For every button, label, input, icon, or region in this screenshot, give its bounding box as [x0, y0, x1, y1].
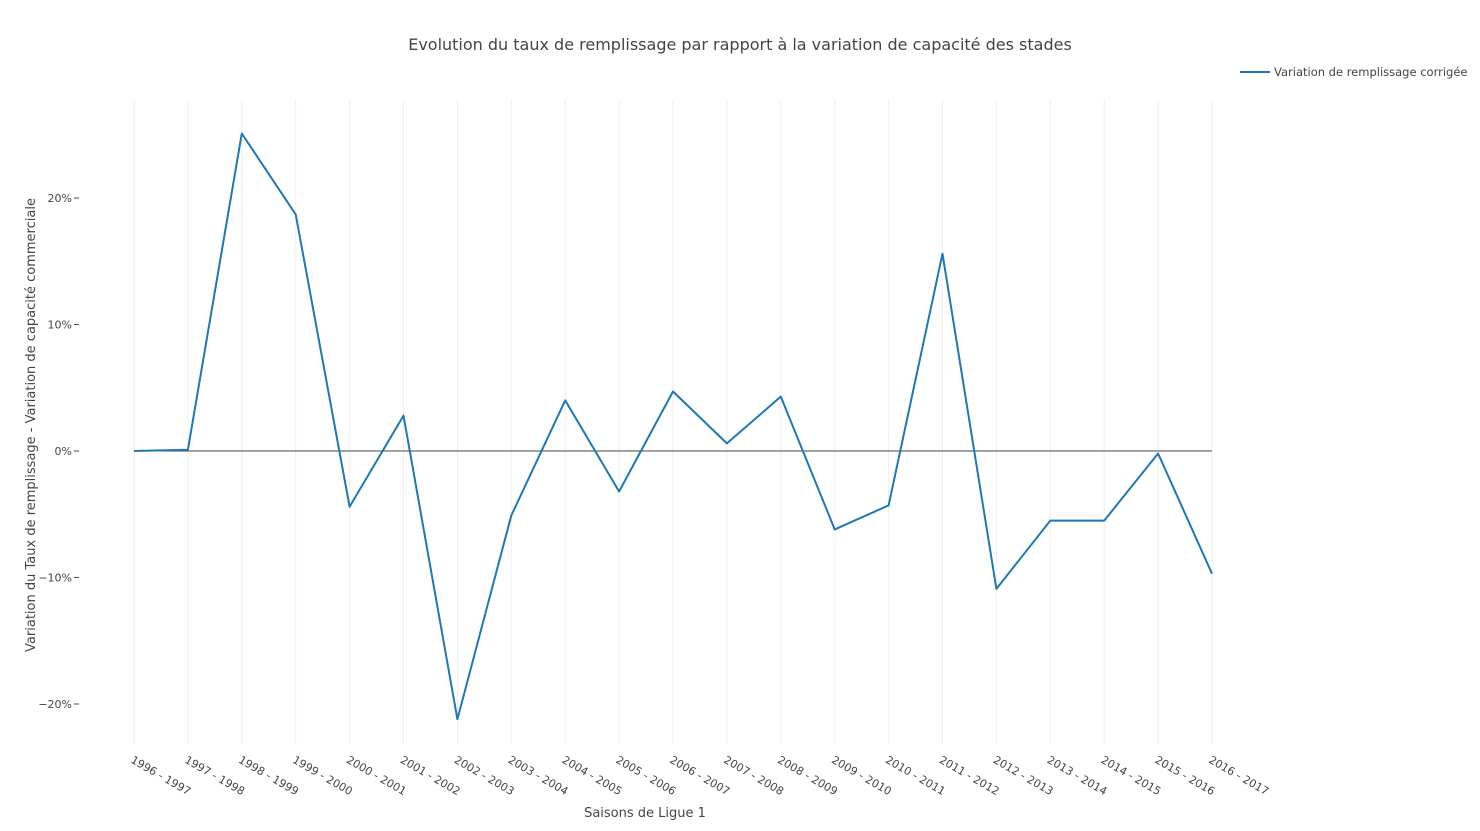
x-tick-label: 2006 - 2007	[668, 753, 732, 798]
x-tick-label: 2014 - 2015	[1099, 753, 1163, 798]
y-tick-label: −20%	[38, 698, 72, 711]
x-tick-label: 2000 - 2001	[344, 753, 408, 798]
x-tick-label: 1998 - 1999	[236, 753, 300, 798]
vertical-gridlines	[133, 100, 1213, 745]
x-tick-label: 2007 - 2008	[721, 753, 785, 798]
y-tick-label: −10%	[38, 572, 72, 585]
x-tick-label: 2011 - 2012	[937, 753, 1001, 798]
x-tick-label: 1999 - 2000	[290, 753, 354, 798]
x-axis-title: Saisons de Ligue 1	[584, 806, 706, 821]
x-tick-label: 2008 - 2009	[775, 753, 839, 798]
y-axis-ticks: −20% −10% 0% 10% 20%	[38, 192, 79, 711]
x-tick-label: 2009 - 2010	[829, 753, 893, 798]
y-axis-title: Variation du Taux de remplissage - Varia…	[24, 198, 39, 652]
x-tick-label: 2002 - 2003	[452, 753, 516, 798]
x-tick-label: 2012 - 2013	[991, 753, 1055, 798]
x-tick-label: 1996 - 1997	[129, 753, 193, 798]
x-tick-label: 2015 - 2016	[1153, 753, 1217, 798]
x-tick-label: 2013 - 2014	[1045, 753, 1109, 798]
x-tick-label: 2004 - 2005	[560, 753, 624, 798]
chart-title: Evolution du taux de remplissage par rap…	[408, 35, 1072, 54]
y-tick-label: 20%	[48, 192, 72, 205]
y-tick-label: 10%	[48, 319, 72, 332]
x-tick-label: 2010 - 2011	[883, 753, 947, 798]
legend[interactable]: Variation de remplissage corrigée	[1240, 65, 1467, 79]
x-tick-label: 2016 - 2017	[1207, 753, 1271, 798]
legend-label: Variation de remplissage corrigée	[1274, 65, 1467, 79]
x-tick-label: 1997 - 1998	[182, 753, 246, 798]
y-tick-label: 0%	[55, 445, 72, 458]
series-line[interactable]	[133, 132, 1213, 721]
x-tick-label: 2003 - 2004	[506, 753, 570, 798]
x-tick-label: 2005 - 2006	[614, 753, 678, 798]
x-tick-label: 2001 - 2002	[398, 753, 462, 798]
